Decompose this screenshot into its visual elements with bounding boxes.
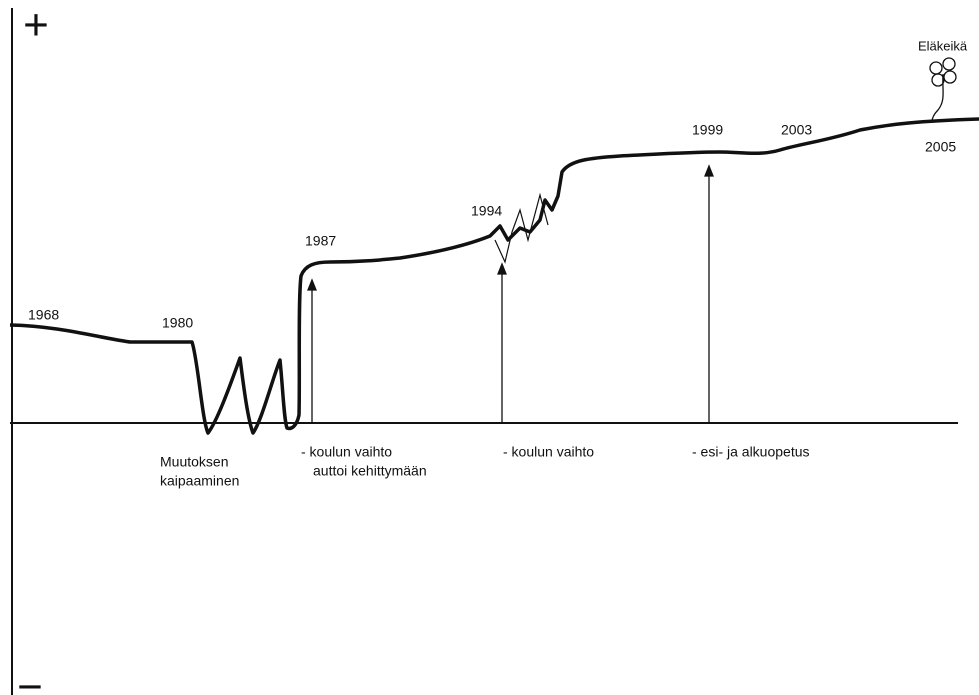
retirement-label: Eläkeikä [918, 38, 968, 53]
arrows [308, 166, 713, 423]
page: {"axis": {"plus": "+", "minus": "−"}, "y… [0, 0, 979, 695]
year-label: 1999 [692, 122, 723, 138]
note: - koulun vaihto [301, 444, 392, 460]
year-label: 1968 [28, 307, 59, 323]
note: auttoi kehittymään [313, 463, 427, 479]
note: kaipaaminen [160, 473, 239, 489]
arrow-head [705, 166, 713, 176]
life-curve [10, 119, 979, 433]
year-label: 1994 [471, 203, 502, 219]
note: Muutoksen [160, 454, 228, 470]
note: - esi- ja alkuopetus [692, 444, 810, 460]
minus-sign: − [17, 663, 43, 695]
year-label: 1987 [305, 233, 336, 249]
plus-sign: + [23, 1, 49, 50]
petal [944, 71, 956, 83]
life-curve-diagram: + − 1968 1980 1987 1994 1999 2003 2005 E… [0, 0, 979, 695]
stem [932, 74, 943, 122]
arrow-head [308, 280, 316, 290]
arrow-head [498, 264, 506, 274]
year-label: 2005 [925, 139, 956, 155]
petal [930, 62, 942, 74]
year-label: 1980 [162, 315, 193, 331]
petal [943, 58, 955, 70]
note: - koulun vaihto [503, 444, 594, 460]
year-label: 2003 [781, 122, 812, 138]
flower [930, 58, 956, 122]
